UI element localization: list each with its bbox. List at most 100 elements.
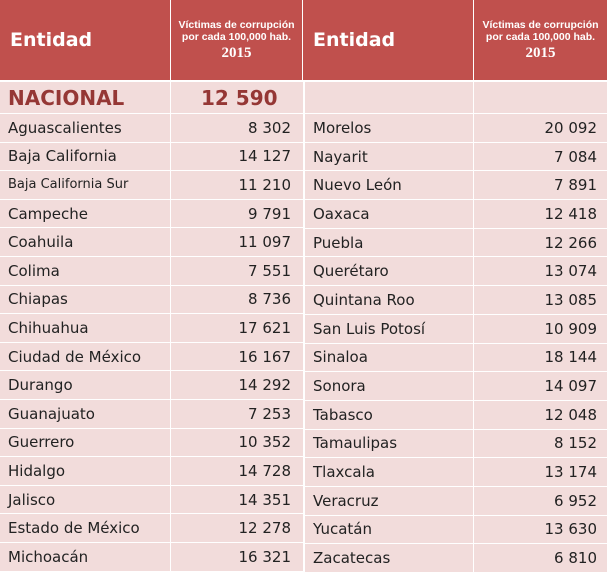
entity-name: Coahuila xyxy=(8,233,74,252)
table-row: Durango 14 292 xyxy=(0,371,303,400)
entity-name: Yucatán xyxy=(313,520,372,539)
entity-name: Guerrero xyxy=(8,433,75,452)
entity-value: 7 084 xyxy=(473,142,607,171)
entity-value: 14 097 xyxy=(473,372,607,400)
entity-value: 13 085 xyxy=(473,286,607,314)
entity-name: Durango xyxy=(8,376,73,395)
entity-name: Querétaro xyxy=(313,262,389,281)
entity-name: Guanajuato xyxy=(8,404,95,423)
header-entity-right: Entidad xyxy=(313,29,396,51)
entity-name: Nuevo León xyxy=(313,176,402,195)
entity-name: Chiapas xyxy=(8,290,68,309)
header-year-left: 2015 xyxy=(221,44,252,61)
entity-name: Tabasco xyxy=(313,405,373,424)
entity-name: Tamaulipas xyxy=(313,434,398,453)
entity-value: 11 210 xyxy=(170,171,303,199)
table-row: Yucatán 13 630 xyxy=(305,515,607,545)
entity-name: Campeche xyxy=(8,204,89,223)
entity-value: 14 292 xyxy=(170,371,303,399)
entity-value: 14 127 xyxy=(170,142,303,171)
table-row: Coahuila 11 097 xyxy=(0,228,303,257)
national-row: NACIONAL 12 590 xyxy=(0,82,303,114)
entity-name: Hidalgo xyxy=(8,461,66,480)
entity-value: 9 791 xyxy=(170,199,303,228)
table-row: Tlaxcala 13 174 xyxy=(305,458,607,487)
entity-value: 10 909 xyxy=(473,314,607,343)
table-row: Colima 7 551 xyxy=(0,256,303,286)
entity-value: 13 630 xyxy=(473,515,607,544)
entity-value: 13 074 xyxy=(473,257,607,286)
table-row: Nuevo León 7 891 xyxy=(305,171,607,201)
table-row: Aguascalientes 8 302 xyxy=(0,114,303,143)
header-value-label-right: Víctimas de corrupción por cada 100,000 … xyxy=(482,18,599,43)
table-row: Oaxaca 12 418 xyxy=(305,200,607,229)
table-row: Tabasco 12 048 xyxy=(305,400,607,430)
table-row: Jalisco 14 351 xyxy=(0,485,303,515)
entity-name: Sonora xyxy=(313,377,366,396)
header-value-right: Víctimas de corrupción por cada 100,000 … xyxy=(473,0,607,80)
right-empty-name xyxy=(305,82,473,113)
national-value: 12 590 xyxy=(170,82,303,113)
entity-value: 12 418 xyxy=(473,200,607,228)
entity-value: 11 097 xyxy=(170,228,303,256)
entity-name: Baja California Sur xyxy=(8,177,129,193)
header-value-label-left: Víctimas de corrupción por cada 100,000 … xyxy=(178,18,295,43)
table-row: Chihuahua 17 621 xyxy=(0,314,303,343)
entity-name: Baja California xyxy=(8,147,117,166)
table-row: Morelos 20 092 xyxy=(305,114,607,143)
entity-name: Zacatecas xyxy=(313,549,391,568)
table-row: Campeche 9 791 xyxy=(0,199,303,229)
entity-value: 12 048 xyxy=(473,400,607,429)
entity-name: Quintana Roo xyxy=(313,290,415,309)
national-label: NACIONAL xyxy=(8,85,125,110)
entity-value: 7 253 xyxy=(170,399,303,428)
entity-name: Veracruz xyxy=(313,491,379,510)
entity-name: Tlaxcala xyxy=(313,463,375,482)
entity-name: Chihuahua xyxy=(8,318,89,337)
entity-name: Morelos xyxy=(313,118,372,137)
entity-value: 12 278 xyxy=(170,514,303,542)
table-row: Sonora 14 097 xyxy=(305,372,607,401)
table-row: Zacatecas 6 810 xyxy=(305,544,607,573)
table-row: Quintana Roo 13 085 xyxy=(305,286,607,315)
entity-value: 12 266 xyxy=(473,228,607,257)
header-year-right: 2015 xyxy=(525,44,556,61)
entity-value: 17 621 xyxy=(170,314,303,342)
entity-value: 6 952 xyxy=(473,486,607,515)
entity-value: 16 167 xyxy=(170,342,303,371)
entity-value: 14 351 xyxy=(170,485,303,514)
entity-name: Aguascalientes xyxy=(8,118,122,137)
table-row: Michoacán 16 321 xyxy=(0,542,303,572)
entity-value: 8 152 xyxy=(473,429,607,458)
left-column: NACIONAL 12 590 Aguascalientes 8 302 Baja … xyxy=(0,82,303,573)
right-empty-value xyxy=(473,82,607,113)
entity-value: 10 352 xyxy=(170,428,303,457)
entity-value: 8 736 xyxy=(170,285,303,314)
table-row: Querétaro 13 074 xyxy=(305,257,607,287)
table-row: Baja California Sur 11 210 xyxy=(0,171,303,200)
table-row: Nayarit 7 084 xyxy=(305,142,607,172)
entity-name: Estado de México xyxy=(8,519,140,538)
entity-value: 16 321 xyxy=(170,542,303,571)
entity-name: Puebla xyxy=(313,233,364,252)
table-row: Chiapas 8 736 xyxy=(0,285,303,315)
table-body: NACIONAL 12 590 Aguascalientes 8 302 Baja … xyxy=(0,82,607,573)
header-value-left: Víctimas de corrupción por cada 100,000 … xyxy=(170,0,303,80)
right-column: Morelos 20 092 Nayarit 7 084 Nuevo León 7 891… xyxy=(303,82,607,573)
entity-value: 20 092 xyxy=(473,114,607,142)
table-row: Sinaloa 18 144 xyxy=(305,343,607,373)
table-row: Ciudad de México 16 167 xyxy=(0,342,303,372)
entity-name: Sinaloa xyxy=(313,348,368,367)
table-row: Estado de México 12 278 xyxy=(0,514,303,543)
right-empty-row xyxy=(305,82,607,114)
table-row: Baja California 14 127 xyxy=(0,142,303,172)
entity-name: San Luis Potosí xyxy=(313,319,426,338)
entity-value: 7 891 xyxy=(473,171,607,200)
table-row: Guerrero 10 352 xyxy=(0,428,303,458)
entity-value: 6 810 xyxy=(473,544,607,572)
entity-name: Michoacán xyxy=(8,547,89,566)
entity-name: Oaxaca xyxy=(313,204,370,223)
table-row: Hidalgo 14 728 xyxy=(0,457,303,486)
table-row: Guanajuato 7 253 xyxy=(0,399,303,429)
